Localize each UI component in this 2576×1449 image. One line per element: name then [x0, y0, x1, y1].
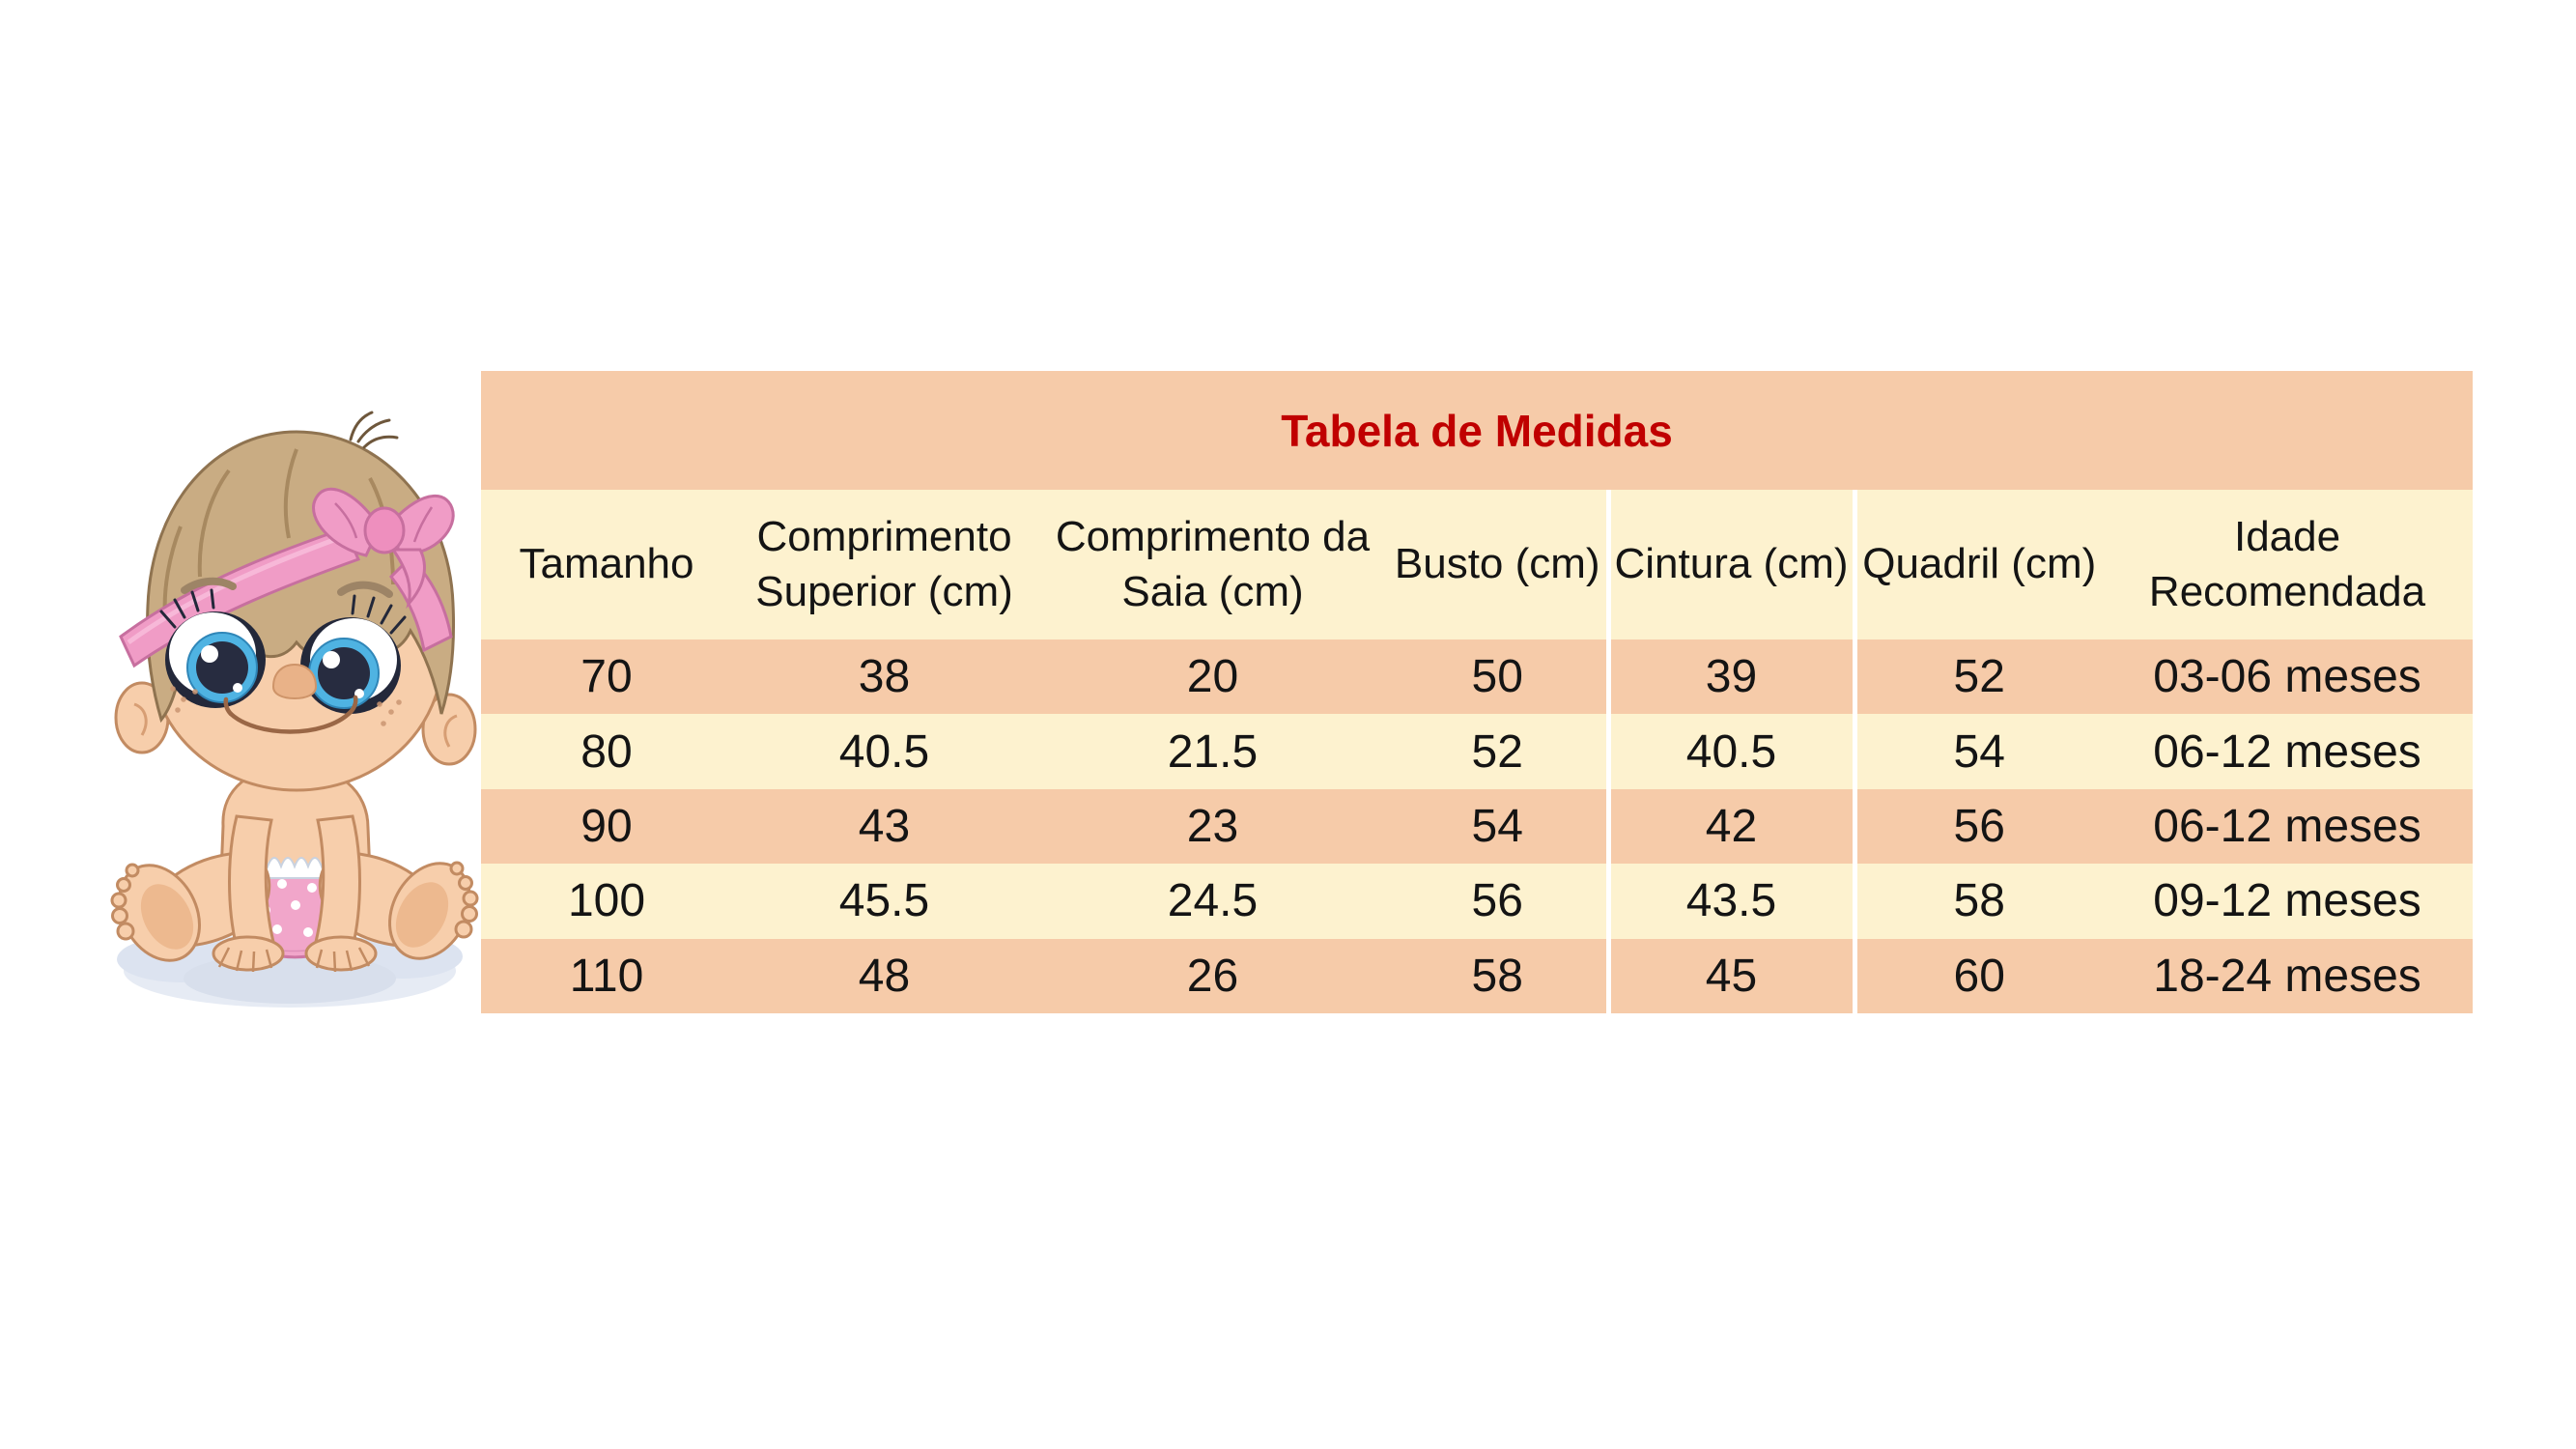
baby-left-arm: [228, 814, 275, 950]
table-row: 70 38 20 50 39 52 03-06 meses: [481, 639, 2474, 715]
size-cell: 03-06 meses: [2102, 639, 2474, 715]
size-cell: 80: [481, 714, 732, 789]
size-cell: 09-12 meses: [2102, 864, 2474, 939]
bow-icon: [312, 487, 455, 610]
size-cell: 50: [1389, 639, 1608, 715]
size-cell: 58: [1852, 864, 2102, 939]
size-cell: 54: [1852, 714, 2102, 789]
size-cell: 20: [1036, 639, 1389, 715]
baby-right-eye: [300, 594, 407, 714]
baby-nose: [271, 663, 318, 700]
column-header-quadril: Quadril (cm): [1852, 490, 2102, 639]
size-cell: 06-12 meses: [2102, 714, 2474, 789]
size-cell: 40.5: [732, 714, 1036, 789]
table-title: Tabela de Medidas: [481, 371, 2474, 490]
size-cell: 18-24 meses: [2102, 938, 2474, 1013]
column-header-tamanho: Tamanho: [481, 490, 732, 639]
size-cell: 23: [1036, 788, 1389, 865]
column-header-comprimento-saia: Comprimento da Saia (cm): [1036, 490, 1389, 639]
table-header-row: Tamanho Comprimento Superior (cm) Compri…: [481, 490, 2474, 639]
table-row: 110 48 26 58 45 60 18-24 meses: [481, 938, 2474, 1013]
size-cell: 56: [1852, 788, 2102, 865]
size-cell: 48: [732, 938, 1036, 1013]
baby-right-arm: [314, 814, 361, 950]
size-cell: 24.5: [1036, 864, 1389, 939]
size-cell: 60: [1852, 938, 2102, 1013]
size-cell: 52: [1852, 639, 2102, 715]
baby-left-toes: [110, 863, 140, 941]
size-cell: 43.5: [1605, 864, 1854, 939]
column-header-comprimento-superior: Comprimento Superior (cm): [732, 490, 1036, 639]
size-cell: 45.5: [732, 864, 1036, 939]
size-chart-table: Tabela de Medidas Tamanho Comprimento Su…: [481, 371, 2474, 1013]
baby-left-hand: [212, 935, 285, 972]
table-row: 100 45.5 24.5 56 43.5 58 09-12 meses: [481, 864, 2474, 939]
size-cell: 39: [1605, 639, 1854, 715]
baby-arms: [212, 814, 378, 973]
baby-mouth: [223, 695, 358, 734]
left-eyelashes: [159, 588, 215, 629]
column-header-busto: Busto (cm): [1389, 490, 1608, 639]
size-cell: 54: [1389, 788, 1608, 865]
baby-finger-lines: [217, 947, 371, 973]
size-cell: 100: [481, 864, 732, 939]
size-cell: 42: [1605, 788, 1854, 865]
baby-right-sole: [395, 882, 449, 948]
baby-left-eye: [159, 588, 266, 708]
size-cell: 70: [481, 639, 732, 715]
size-cell: 45: [1605, 938, 1854, 1013]
column-header-idade: Idade Recomendada: [2102, 490, 2474, 639]
baby-right-toes: [449, 861, 479, 939]
size-cell: 21.5: [1036, 714, 1389, 789]
table-row: 90 43 23 54 42 56 06-12 meses: [481, 788, 2474, 865]
size-cell: 26: [1036, 938, 1389, 1013]
size-cell: 58: [1389, 938, 1608, 1013]
size-cell: 52: [1389, 714, 1608, 789]
size-cell: 40.5: [1605, 714, 1854, 789]
hair-sprigs: [349, 411, 399, 449]
baby-right-hand: [304, 935, 378, 972]
right-eyelashes: [351, 594, 407, 635]
size-cell: 38: [732, 639, 1036, 715]
baby-freckles: [170, 686, 402, 726]
size-cell: 110: [481, 938, 732, 1013]
size-cell: 06-12 meses: [2102, 788, 2474, 865]
size-cell: 56: [1389, 864, 1608, 939]
baby-left-sole: [140, 884, 194, 950]
size-cell: 90: [481, 788, 732, 865]
baby-eyebrows: [181, 577, 393, 598]
table-title-row: Tabela de Medidas: [481, 371, 2474, 490]
table-row: 80 40.5 21.5 52 40.5 54 06-12 meses: [481, 714, 2474, 789]
baby-illustration: [92, 411, 497, 1019]
column-header-cintura: Cintura (cm): [1605, 490, 1854, 639]
size-cell: 43: [732, 788, 1036, 865]
baby-illustration-svg: [110, 411, 479, 1008]
